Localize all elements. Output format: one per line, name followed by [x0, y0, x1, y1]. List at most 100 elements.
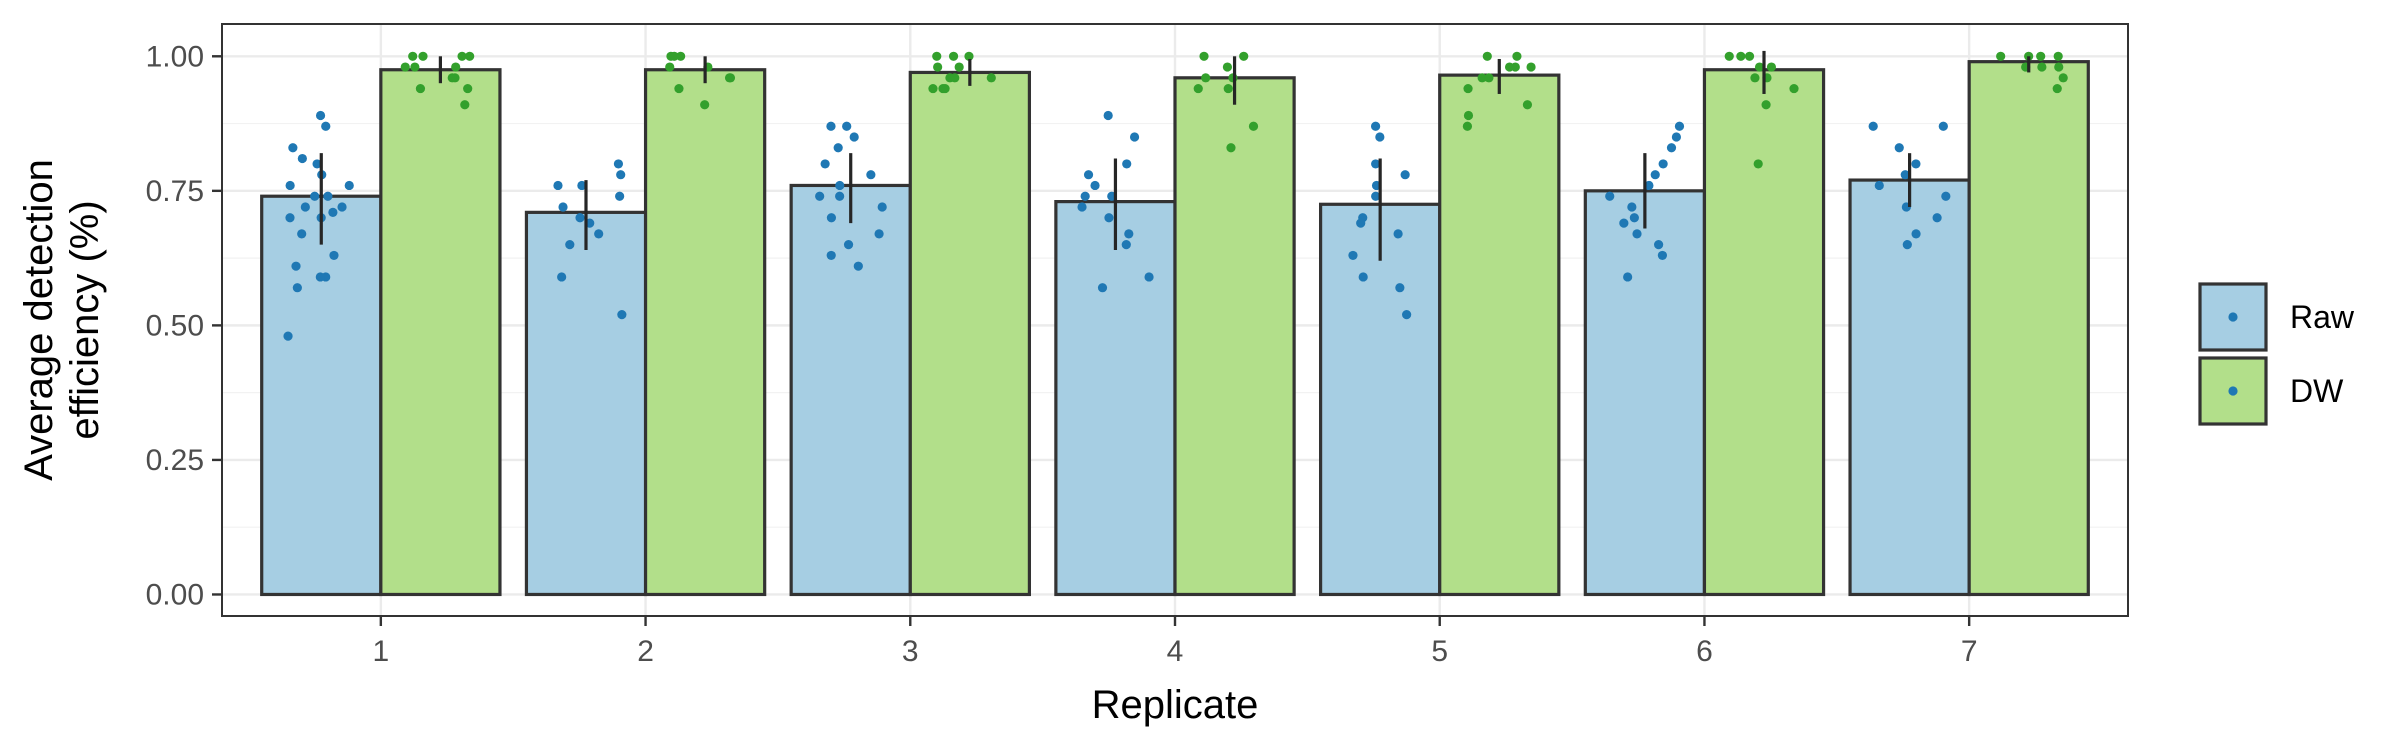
point-raw-3	[820, 159, 830, 169]
point-raw-3	[833, 143, 843, 153]
legend: Raw DW	[2198, 282, 2355, 426]
x-tick-label: 6	[1696, 635, 1713, 668]
y-tick-label: 0.25	[146, 444, 204, 477]
point-raw-6	[1657, 250, 1668, 261]
point-raw-2	[617, 310, 627, 320]
y-axis-title-line: Average detection	[17, 159, 61, 481]
point-raw-6	[1666, 143, 1677, 153]
point-dw-3	[933, 62, 943, 72]
point-raw-1	[288, 143, 298, 153]
point-dw-4	[1226, 143, 1236, 153]
bar-raw-1	[260, 194, 383, 597]
point-raw-6	[1654, 240, 1664, 250]
point-raw-1	[337, 202, 347, 212]
point-dw-1	[463, 83, 473, 94]
point-raw-4	[1077, 202, 1087, 212]
point-dw-5	[1484, 73, 1494, 83]
point-dw-4	[1199, 51, 1209, 61]
point-raw-3	[853, 261, 863, 271]
point-dw-1	[457, 51, 467, 61]
point-dw-6	[1761, 100, 1771, 110]
point-dw-2	[665, 62, 675, 72]
point-raw-5	[1400, 170, 1410, 180]
point-dw-5	[1463, 83, 1473, 94]
point-dw-1	[447, 73, 457, 83]
point-dw-4	[1201, 73, 1211, 83]
point-raw-1	[328, 207, 338, 217]
point-dw-1	[408, 51, 418, 61]
point-raw-7	[1932, 213, 1942, 223]
point-dw-6	[1744, 51, 1755, 61]
point-dw-4	[1239, 51, 1249, 61]
point-raw-2	[558, 202, 568, 212]
point-raw-4	[1083, 170, 1094, 180]
bar-raw-3	[789, 183, 912, 597]
point-dw-3	[928, 83, 938, 94]
point-raw-5	[1375, 132, 1385, 142]
point-raw-2	[613, 159, 624, 169]
point-raw-4	[1103, 110, 1113, 121]
point-dw-3	[948, 51, 959, 61]
point-raw-6	[1623, 272, 1633, 282]
point-raw-3	[843, 240, 854, 250]
point-raw-3	[877, 202, 887, 212]
point-dw-7	[2036, 51, 2046, 61]
y-axis: 0.00 0.25 0.50 0.75 1.00	[146, 40, 222, 611]
point-raw-6	[1650, 170, 1660, 180]
bar-dw-2	[643, 68, 767, 597]
point-dw-1	[418, 51, 428, 61]
point-dw-6	[1724, 51, 1734, 61]
point-raw-2	[557, 272, 567, 282]
point-dw-4	[1223, 83, 1233, 94]
point-raw-7	[1911, 159, 1921, 169]
point-raw-1	[315, 110, 326, 121]
point-raw-5	[1371, 121, 1381, 131]
legend-key-point	[2228, 386, 2238, 396]
point-raw-5	[1356, 218, 1366, 228]
point-raw-5	[1393, 229, 1403, 239]
point-raw-2	[615, 191, 625, 201]
point-raw-3	[874, 229, 884, 239]
point-dw-5	[1504, 62, 1515, 72]
point-dw-3	[986, 73, 996, 83]
point-raw-4	[1097, 283, 1108, 293]
point-raw-3	[815, 191, 825, 201]
x-axis: 1 2 3 4 5 6 7	[372, 616, 1978, 668]
x-tick-label: 2	[637, 635, 654, 668]
point-dw-1	[460, 100, 470, 110]
point-dw-5	[1477, 73, 1487, 83]
point-raw-1	[312, 159, 322, 169]
point-dw-7	[2054, 62, 2064, 72]
point-raw-4	[1122, 159, 1132, 169]
point-dw-7	[2053, 51, 2063, 61]
point-raw-7	[1938, 121, 1948, 131]
y-axis-title: Average detection efficiency (%)	[17, 159, 107, 481]
legend-label-raw: Raw	[2290, 299, 2355, 335]
point-raw-1	[285, 180, 295, 191]
bar-raw-6	[1583, 189, 1707, 597]
point-raw-7	[1894, 143, 1904, 153]
point-dw-2	[676, 51, 686, 61]
point-raw-4	[1090, 180, 1100, 191]
legend-label-dw: DW	[2290, 373, 2344, 409]
point-dw-5	[1463, 110, 1474, 121]
point-raw-3	[835, 191, 845, 201]
point-dw-2	[669, 51, 679, 61]
point-dw-3	[940, 83, 950, 94]
bar-dw-7	[1967, 60, 2090, 597]
point-raw-3	[866, 170, 876, 180]
point-dw-1	[400, 62, 410, 72]
point-raw-5	[1371, 191, 1381, 201]
bar-raw-4	[1054, 200, 1177, 597]
point-dw-5	[1482, 51, 1492, 61]
point-dw-6	[1736, 51, 1746, 61]
point-dw-4	[1222, 62, 1233, 72]
point-raw-6	[1605, 191, 1615, 201]
point-dw-6	[1750, 73, 1760, 83]
point-raw-6	[1632, 229, 1642, 239]
point-dw-3	[932, 51, 942, 61]
point-raw-5	[1395, 283, 1405, 293]
point-raw-1	[329, 250, 339, 261]
y-tick-label: 0.50	[146, 309, 204, 342]
point-dw-6	[1753, 159, 1763, 169]
